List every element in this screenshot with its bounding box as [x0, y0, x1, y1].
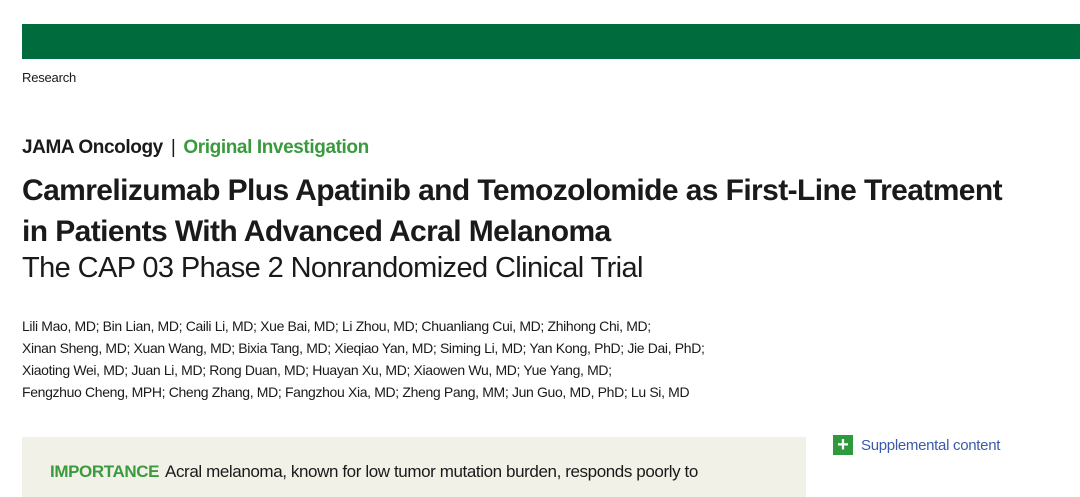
- supplemental-label[interactable]: Supplemental content: [861, 436, 1001, 454]
- journal-name: JAMA Oncology: [22, 137, 163, 158]
- author-line: Lili Mao, MD; Bin Lian, MD; Caili Li, MD…: [22, 318, 651, 334]
- importance-label: IMPORTANCE: [50, 462, 160, 481]
- importance-text: Acral melanoma, known for low tumor muta…: [165, 462, 698, 481]
- title-line: in Patients With Advanced Acral Melanoma: [22, 215, 611, 248]
- author-line: Xinan Sheng, MD; Xuan Wang, MD; Bixia Ta…: [22, 340, 705, 356]
- supplemental-content-link[interactable]: + Supplemental content: [833, 435, 1000, 455]
- title-line: Camrelizumab Plus Apatinib and Temozolom…: [22, 174, 1003, 207]
- article-type: Original Investigation: [183, 137, 369, 158]
- journal-line: JAMA Oncology | Original Investigation: [22, 137, 369, 159]
- separator: |: [170, 137, 176, 158]
- article-title: Camrelizumab Plus Apatinib and Temozolom…: [22, 170, 1072, 252]
- author-line: Fengzhuo Cheng, MPH; Cheng Zhang, MD; Fa…: [22, 384, 690, 400]
- author-list: Lili Mao, MD; Bin Lian, MD; Caili Li, MD…: [22, 315, 822, 403]
- section-label: Research: [22, 70, 77, 85]
- author-line: Xiaoting Wei, MD; Juan Li, MD; Rong Duan…: [22, 362, 612, 378]
- article-subtitle: The CAP 03 Phase 2 Nonrandomized Clinica…: [22, 252, 643, 284]
- plus-icon: +: [833, 435, 853, 455]
- journal-header-bar: [22, 24, 1080, 59]
- abstract-importance: IMPORTANCE Acral melanoma, known for low …: [50, 462, 698, 482]
